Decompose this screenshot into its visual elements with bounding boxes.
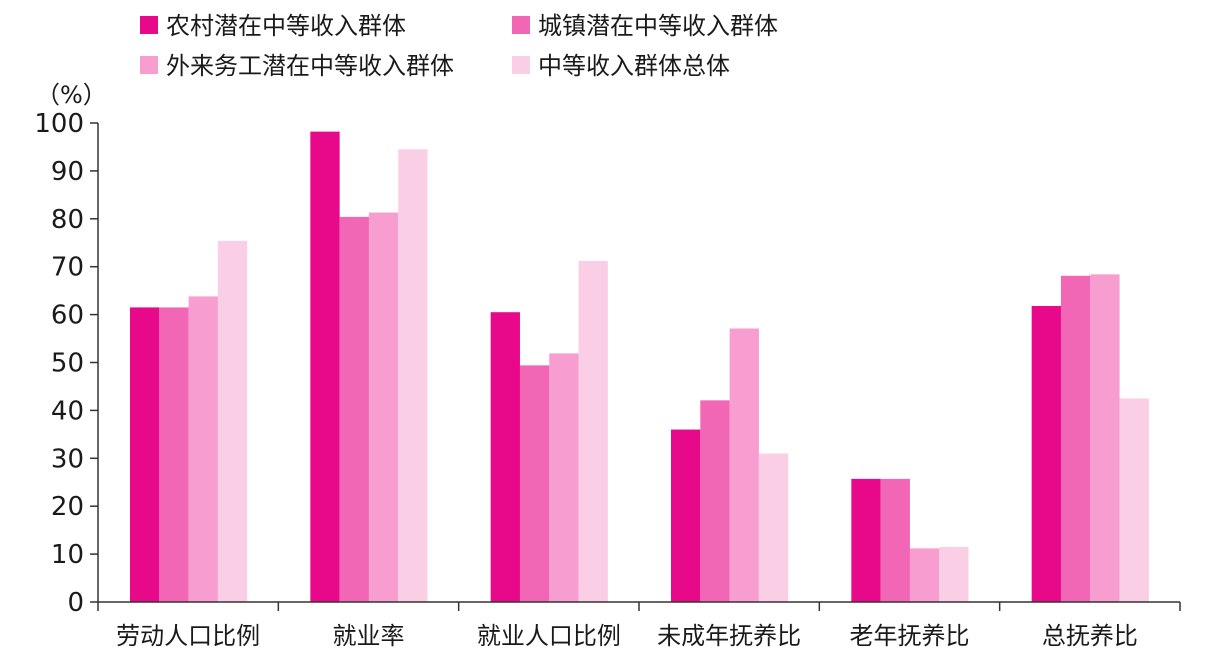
- x-category-label: 劳动人口比例: [116, 622, 260, 650]
- x-category-label: 就业人口比例: [477, 622, 621, 650]
- x-category-label: 未成年抚养比: [657, 622, 801, 650]
- bar-series-2-cat-6: [1060, 275, 1091, 602]
- bar-series-1-cat-6: [1031, 305, 1061, 602]
- y-tick-label: 60: [51, 301, 84, 331]
- bar-series-3-cat-5: [909, 548, 940, 602]
- bar-series-2-cat-3: [519, 365, 550, 602]
- y-tick-label: 90: [51, 157, 84, 187]
- bar-series-1-cat-2: [310, 131, 340, 602]
- y-tick-label: 50: [51, 349, 84, 379]
- legend-label: 中等收入群体总体: [538, 52, 730, 80]
- bar-series-1-cat-5: [851, 478, 881, 602]
- bar-series-4-cat-5: [939, 546, 969, 602]
- bar-series-3-cat-2: [368, 212, 399, 602]
- y-tick-label: 80: [51, 205, 84, 235]
- y-tick-label: 10: [51, 540, 84, 570]
- bar-series-2-cat-1: [159, 307, 189, 602]
- bar-series-4-cat-3: [578, 260, 608, 602]
- bar-series-3-cat-4: [729, 328, 759, 602]
- legend-swatch: [140, 56, 158, 74]
- legend-label: 农村潜在中等收入群体: [166, 12, 406, 40]
- bar-series-2-cat-4: [700, 400, 730, 602]
- x-category-label: 老年抚养比: [850, 622, 970, 650]
- bar-series-4-cat-2: [398, 149, 428, 602]
- x-category-label: 就业率: [333, 622, 405, 650]
- y-axis-unit-label: （%）: [36, 81, 107, 109]
- bar-series-4-cat-6: [1119, 398, 1149, 602]
- bar-series-3-cat-3: [549, 353, 579, 602]
- legend-label: 外来务工潜在中等收入群体: [166, 52, 454, 80]
- bar-series-4-cat-4: [758, 453, 789, 602]
- bar-series-3-cat-1: [188, 296, 218, 602]
- legend-swatch: [512, 16, 530, 34]
- x-category-label: 总抚养比: [1042, 622, 1138, 650]
- bar-series-1-cat-4: [671, 429, 701, 602]
- bar-series-2-cat-5: [880, 478, 910, 602]
- y-tick-label: 20: [51, 492, 84, 522]
- bars: [130, 131, 1149, 603]
- bar-series-1-cat-1: [130, 307, 160, 602]
- legend-swatch: [512, 56, 530, 74]
- y-tick-label: 0: [67, 588, 84, 618]
- y-tick-label: 70: [51, 253, 84, 283]
- y-axis: 0 10 20 30 40 50 60 70 80 90 100: [34, 109, 99, 618]
- y-tick-label: 40: [51, 396, 84, 426]
- y-tick-label: 100: [34, 109, 84, 139]
- bar-series-2-cat-2: [339, 216, 369, 602]
- x-axis: 劳动人口比例 就业率 就业人口比例 未成年抚养比 老年抚养比 总抚养比: [97, 601, 1181, 650]
- bar-series-4-cat-1: [217, 240, 248, 603]
- bar-series-3-cat-6: [1090, 274, 1120, 602]
- bar-series-1-cat-3: [490, 312, 520, 602]
- legend-swatch: [140, 16, 158, 34]
- legend-label: 城镇潜在中等收入群体: [538, 12, 778, 40]
- y-tick-label: 30: [51, 444, 84, 474]
